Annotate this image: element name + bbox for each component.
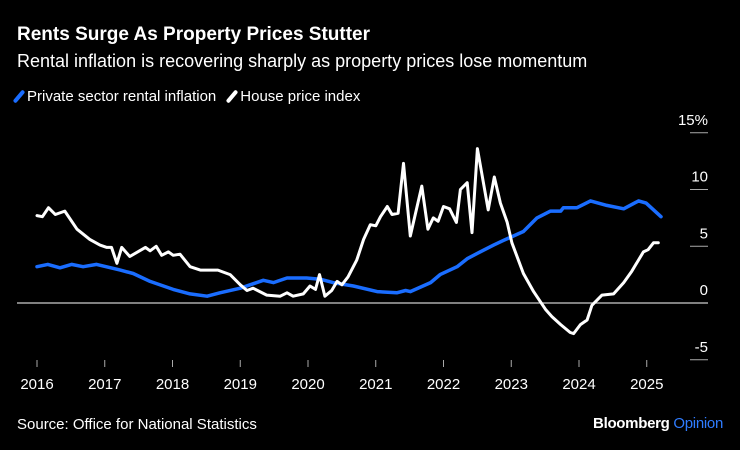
x-tick-label: 2019 [224,376,257,393]
x-tick-label: 2023 [495,376,528,393]
y-tick-label: -5 [695,339,708,356]
x-tick-label: 2016 [20,376,53,393]
house-price-line [35,147,660,336]
legend: Private sector rental inflation House pr… [12,88,361,105]
source-note: Source: Office for National Statistics [17,416,257,433]
bloomberg-opinion-logo: Bloomberg Opinion [593,415,723,432]
rental-inflation-line [35,199,663,298]
chart-subtitle: Rental inflation is recovering sharply a… [17,51,588,71]
x-tick-label: 2025 [630,376,663,393]
x-tick-label: 2018 [156,376,189,393]
x-tick-label: 2021 [359,376,392,393]
legend-item-house-price: House price index [225,88,361,105]
x-tick-label: 2020 [291,376,324,393]
y-tick-label: 0 [700,282,708,299]
legend-label-rental: Private sector rental inflation [27,88,217,105]
legend-label-house-price: House price index [240,88,361,105]
x-tick-label: 2024 [562,376,595,393]
x-tick-label: 2017 [88,376,121,393]
chart-title: Rents Surge As Property Prices Stutter [17,24,371,45]
x-tick-label: 2022 [427,376,460,393]
logo-brand: Bloomberg [593,415,670,432]
legend-item-rental: Private sector rental inflation [12,88,217,105]
y-tick-label: 10 [691,169,708,186]
y-tick-label: 5 [700,225,708,242]
y-tick-label: 15% [678,112,708,129]
logo-section: Opinion [673,415,723,432]
